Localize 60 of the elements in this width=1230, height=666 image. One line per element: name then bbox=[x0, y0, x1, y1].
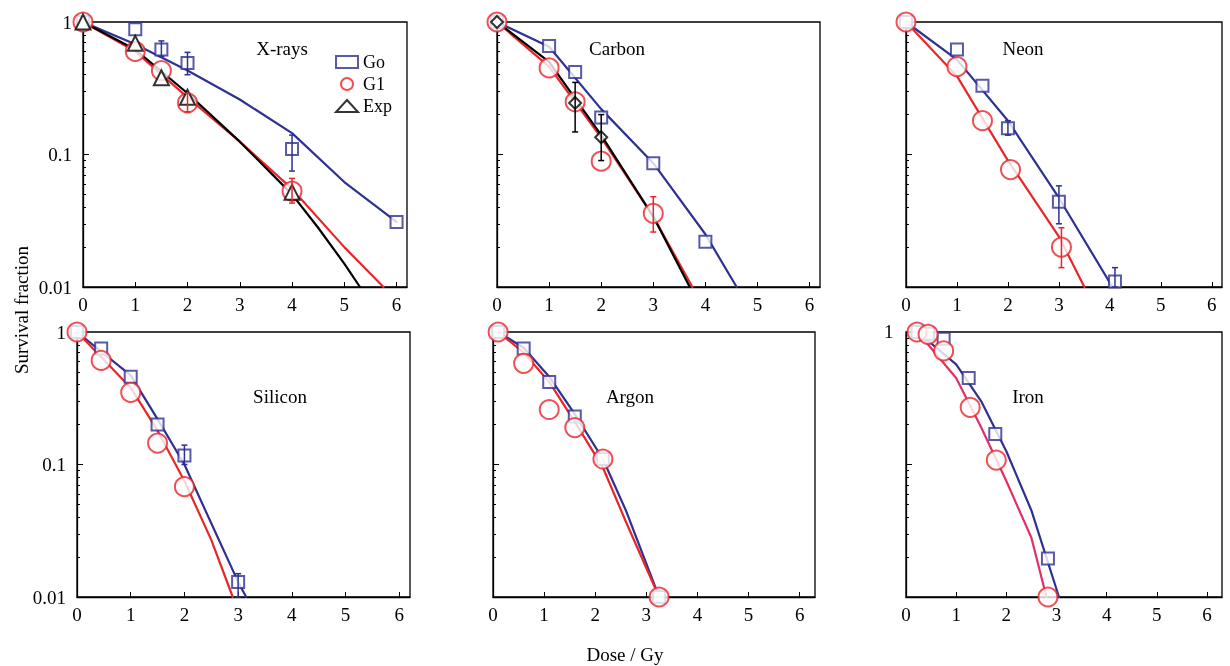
x-tick-label: 0 bbox=[901, 604, 911, 625]
x-tick-label: 5 bbox=[340, 604, 351, 625]
x-tick-label: 1 bbox=[951, 604, 961, 625]
text: Argon bbox=[605, 386, 655, 407]
x-tick-label: 5 bbox=[339, 294, 350, 315]
x-tick-label: 6 bbox=[794, 604, 805, 625]
text: Carbon bbox=[589, 38, 646, 59]
x-tick-label: 6 bbox=[394, 604, 405, 625]
legend-label: G1 bbox=[363, 74, 385, 94]
x-tick-label: 3 bbox=[641, 604, 652, 625]
x-tick-label: 6 bbox=[1202, 604, 1212, 625]
x-tick-label: 5 bbox=[1152, 604, 1162, 625]
x-tick-label: 5 bbox=[743, 604, 754, 625]
x-tick-label: 2 bbox=[182, 294, 193, 315]
x-tick-label: 6 bbox=[1207, 294, 1217, 315]
y-tick-label: 0.1 bbox=[42, 454, 66, 475]
x-tick-label: 3 bbox=[1051, 604, 1062, 625]
x-tick-label: 4 bbox=[287, 294, 298, 315]
text: Neon bbox=[1002, 38, 1045, 59]
x-tick-label: 2 bbox=[590, 604, 600, 625]
x-tick-label: 4 bbox=[1101, 604, 1112, 625]
y-tick-label: 1 bbox=[56, 321, 66, 343]
x-tick-label: 0 bbox=[492, 294, 502, 315]
x-tick-label: 6 bbox=[804, 294, 815, 315]
x-tick-label: 4 bbox=[1105, 294, 1116, 315]
legend-label: Go bbox=[363, 52, 385, 72]
legend-label: Exp bbox=[363, 96, 392, 116]
y-tick-label: 0.01 bbox=[38, 276, 72, 298]
text: Silicon bbox=[253, 386, 308, 407]
x-tick-label: 3 bbox=[235, 294, 245, 315]
x-tick-label: 2 bbox=[179, 604, 190, 625]
y-tick-label: 0.01 bbox=[32, 586, 66, 608]
x-tick-label: 4 bbox=[287, 604, 298, 625]
x-tick-label: 4 bbox=[700, 294, 711, 315]
x-axis-title: Dose / Gy bbox=[586, 644, 664, 666]
y-tick-label: 0.1 bbox=[48, 144, 72, 165]
x-tick-label: 1 bbox=[130, 294, 141, 315]
x-tick-label: 3 bbox=[648, 294, 659, 315]
x-tick-label: 0 bbox=[78, 294, 88, 315]
x-tick-label: 3 bbox=[233, 604, 243, 625]
x-tick-label: 5 bbox=[1156, 294, 1166, 315]
x-tick-label: 0 bbox=[901, 294, 911, 315]
x-tick-label: 5 bbox=[752, 294, 763, 315]
x-tick-label: 1 bbox=[544, 294, 554, 315]
text: Iron bbox=[1012, 386, 1045, 407]
text: 1 bbox=[884, 321, 894, 343]
x-tick-label: 1 bbox=[125, 604, 136, 625]
x-tick-label: 0 bbox=[72, 604, 82, 625]
y-axis-title: Survival fraction bbox=[11, 245, 33, 375]
x-tick-label: 2 bbox=[1003, 294, 1013, 315]
x-tick-label: 6 bbox=[391, 294, 402, 315]
x-tick-label: 4 bbox=[692, 604, 703, 625]
x-tick-label: 2 bbox=[596, 294, 606, 315]
x-tick-label: 1 bbox=[952, 294, 962, 315]
x-tick-label: 3 bbox=[1054, 294, 1064, 315]
text: X-rays bbox=[256, 38, 308, 59]
x-tick-label: 1 bbox=[539, 604, 549, 625]
y-tick-label: 1 bbox=[62, 11, 72, 33]
x-tick-label: 2 bbox=[1001, 604, 1012, 625]
x-tick-label: 0 bbox=[488, 604, 498, 625]
